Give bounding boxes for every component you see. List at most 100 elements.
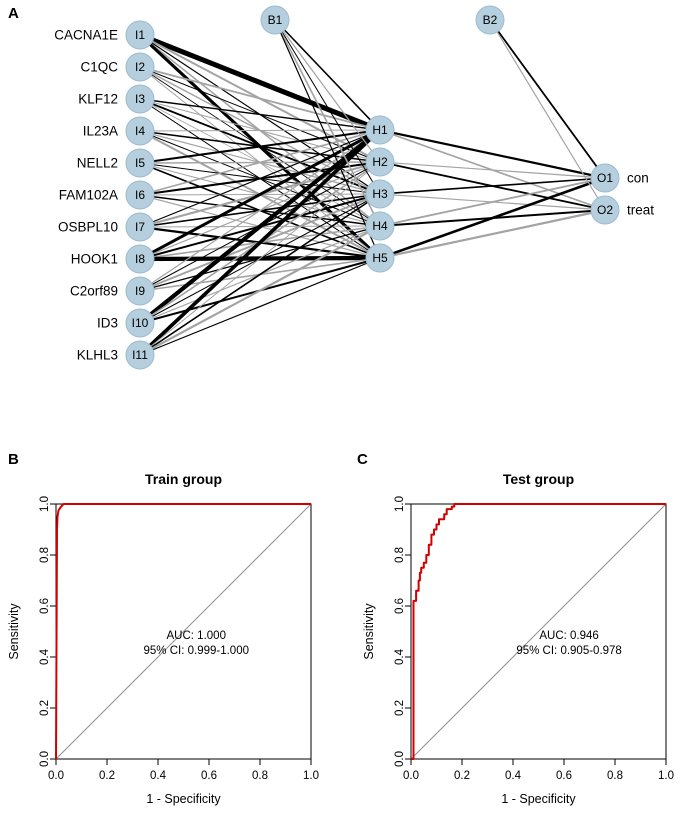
- node-I11: [125, 340, 155, 370]
- network-edge: [139, 257, 381, 356]
- panel-b: B Train group 0.0 0.2 0.4 0.6 0.8 1.0 0.0 0.2 0.4…: [2, 452, 348, 829]
- gene-label: FAM102A: [59, 188, 118, 203]
- x-tick-label: 1.0: [303, 770, 319, 782]
- y-tick-label: 1.0: [39, 496, 51, 512]
- node-I2: [125, 52, 155, 82]
- y-axis-label: Sensitivity: [7, 603, 21, 660]
- node-label: I3: [135, 92, 145, 106]
- roc-test-plot: Test group 0.0 0.2 0.4 0.6 0.8 1.0 0.0 0.2 0.4 0.6…: [362, 471, 674, 806]
- gene-label: CACNA1E: [54, 28, 118, 43]
- node-label: I7: [135, 220, 145, 234]
- output-label: treat: [627, 203, 654, 218]
- network-edge: [274, 19, 381, 163]
- network-edge: [489, 19, 606, 179]
- node-label: O2: [597, 203, 613, 217]
- network-edge: [379, 128, 606, 180]
- node-O1: [590, 163, 620, 193]
- node-I6: [125, 180, 155, 210]
- panel-b-label: B: [8, 451, 19, 468]
- output-label: con: [627, 171, 649, 186]
- plot-title: Test group: [503, 471, 574, 487]
- y-tick-label: 0.4: [39, 648, 51, 665]
- network-edge: [139, 129, 381, 196]
- x-tick-label: 0.6: [556, 770, 572, 782]
- node-I7: [125, 212, 155, 242]
- node-I8: [125, 244, 155, 274]
- x-tick-label: 0.2: [454, 770, 470, 782]
- node-B1: [260, 5, 290, 35]
- network-edge: [138, 128, 382, 325]
- node-label: I1: [135, 28, 145, 42]
- node-I1: [125, 20, 155, 50]
- gene-label: OSBPL10: [58, 220, 118, 235]
- x-tick-label: 0.4: [150, 770, 167, 782]
- x-axis-label: 1 - Specificity: [501, 792, 576, 806]
- y-tick-label: 0.8: [394, 547, 406, 563]
- y-tick-label: 0.4: [394, 648, 406, 665]
- network-edge: [139, 98, 381, 131]
- plot-title: Train group: [145, 471, 222, 487]
- network-edge: [138, 128, 382, 357]
- roc-curve: [411, 503, 666, 760]
- network-edge: [139, 161, 381, 356]
- network-edge: [139, 129, 381, 292]
- node-label: H2: [372, 155, 388, 169]
- network-edge: [139, 32, 381, 133]
- auc-annotation: 95% CI: 0.999-1.000: [144, 645, 250, 657]
- gene-label: KLF12: [78, 92, 118, 107]
- auc-annotation: AUC: 0.946: [539, 630, 598, 642]
- gene-label: KLHL3: [77, 348, 118, 363]
- node-label: I10: [132, 316, 149, 330]
- gene-label: NELL2: [77, 156, 118, 171]
- x-tick-label: 0.2: [99, 770, 115, 782]
- node-I4: [125, 116, 155, 146]
- y-tick-label: 0.8: [39, 547, 51, 563]
- roc-curve: [55, 503, 311, 760]
- node-I5: [125, 148, 155, 178]
- node-label: I5: [135, 156, 145, 170]
- network-edge: [379, 177, 606, 195]
- network-edge: [274, 19, 381, 195]
- network-edge: [139, 129, 381, 164]
- network-edge: [379, 161, 606, 179]
- gene-label: C1QC: [80, 60, 118, 75]
- x-tick-label: 0.4: [505, 770, 522, 782]
- y-tick-label: 0.0: [39, 751, 51, 767]
- network-edge: [489, 19, 606, 211]
- network-edge: [379, 177, 606, 227]
- node-label: I9: [135, 284, 145, 298]
- node-H1: [365, 115, 395, 145]
- roc-panels-row: B Train group 0.0 0.2 0.4 0.6 0.8 1.0 0.0 0.2 0.4…: [0, 452, 699, 829]
- gene-label: C2orf89: [70, 284, 118, 299]
- network-edge: [139, 225, 381, 356]
- node-I3: [125, 84, 155, 114]
- node-label: H3: [372, 187, 388, 201]
- y-tick-label: 0.6: [39, 598, 51, 614]
- auc-annotation: AUC: 1.000: [167, 630, 226, 642]
- node-label: O1: [597, 171, 613, 185]
- node-label: H1: [372, 123, 388, 137]
- network-edge: [139, 128, 381, 261]
- node-O2: [590, 195, 620, 225]
- network-edge: [139, 66, 381, 131]
- node-H3: [365, 179, 395, 209]
- y-axis-label: Sensitivity: [362, 603, 376, 660]
- node-H4: [365, 211, 395, 241]
- node-label: I11: [132, 348, 148, 362]
- y-tick-label: 0.6: [394, 598, 406, 614]
- auc-annotation: 95% CI: 0.905-0.978: [516, 645, 622, 657]
- node-label: I2: [135, 60, 145, 74]
- panel-c: C Test group 0.0 0.2 0.4 0.6 0.8 1.0 0.0 0.2 0.4 0…: [351, 452, 697, 829]
- y-tick-label: 0.0: [394, 751, 406, 767]
- y-tick-label: 0.2: [394, 700, 406, 716]
- network-edge: [274, 19, 381, 131]
- node-label: I8: [135, 252, 145, 266]
- gene-label: IL23A: [83, 124, 118, 139]
- node-label: B2: [483, 13, 498, 27]
- node-H2: [365, 147, 395, 177]
- y-tick-label: 0.2: [39, 700, 51, 716]
- x-tick-label: 0.8: [607, 770, 623, 782]
- network-diagram: B1 B2 I1 CACNA1E I2 C1QC I3 KLF12 I4 IL23A I5 NELL2…: [54, 5, 654, 370]
- network-edge: [379, 176, 606, 260]
